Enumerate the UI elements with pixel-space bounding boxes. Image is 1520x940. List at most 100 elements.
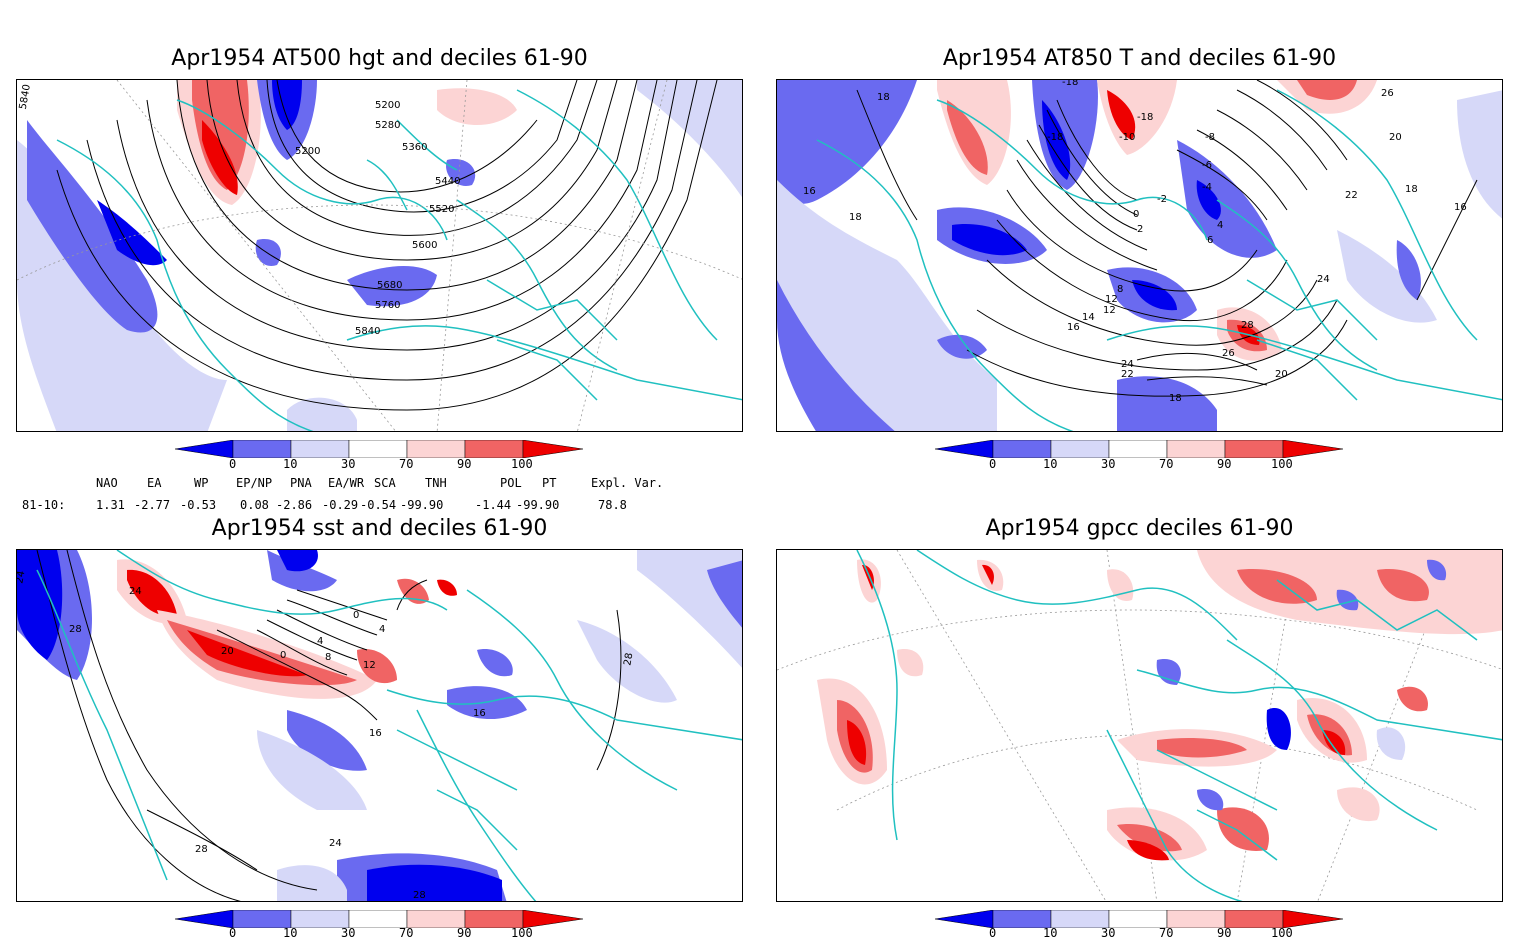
decile-shading — [17, 550, 742, 901]
contour-label: 28 — [413, 890, 426, 901]
index-value: -99.90 — [516, 498, 560, 512]
colorbar-label: 30 — [341, 926, 356, 940]
map-graphic-gpcc — [777, 550, 1502, 901]
sst-contours — [36, 550, 622, 901]
contour-label: 0 — [1133, 209, 1139, 220]
contour-label: 0 — [280, 650, 286, 661]
contour-label: 28 — [69, 624, 82, 635]
colorbar-label: 0 — [229, 926, 237, 940]
contour-label: 16 — [369, 728, 382, 739]
panel-title-gpcc: Apr1954 gpcc deciles 61-90 — [985, 516, 1294, 541]
colorbar-label: 30 — [1101, 926, 1116, 940]
colorbar-label: 100 — [1271, 926, 1293, 940]
contour-label: 28 — [195, 844, 208, 855]
index-header: PNA — [290, 476, 312, 490]
colorbar-label: 10 — [1043, 457, 1058, 471]
colorbar-label: 90 — [1217, 926, 1232, 940]
colorbar-label: 70 — [1159, 457, 1174, 471]
colorbar-label: 30 — [341, 457, 356, 471]
decile-shading — [17, 80, 742, 431]
colorbar-segment — [1108, 439, 1168, 459]
contour-label: 22 — [1345, 190, 1358, 201]
contour-label: 5440 — [435, 176, 460, 187]
index-header: NAO — [96, 476, 118, 490]
colorbar-segment — [174, 909, 234, 929]
colorbar-label: 10 — [283, 457, 298, 471]
map-panel-t850: 18 16 18 -18 -18 -10 -8 -6 -4 -2 0 2 4 6… — [776, 79, 1503, 432]
coastlines — [56, 89, 742, 431]
contour-label: 2 — [1137, 224, 1143, 235]
contour-label: 16 — [1067, 322, 1080, 333]
index-value: -0.53 — [180, 498, 217, 512]
colorbar-label: 10 — [283, 926, 298, 940]
index-value: 1.31 — [96, 498, 125, 512]
contour-label: 24 — [129, 586, 142, 597]
colorbar-segment — [348, 439, 408, 459]
index-value: 0.08 — [240, 498, 269, 512]
index-header: WP — [194, 476, 209, 490]
index-value: -0.29 — [322, 498, 359, 512]
colorbar-label: 90 — [457, 457, 472, 471]
map-graphic-sst: 24 28 24 20 0 4 8 12 16 4 0 16 24 28 28 … — [17, 550, 742, 901]
contour-label: 4 — [317, 636, 323, 647]
contour-label: 24 — [329, 838, 342, 849]
coastlines — [856, 550, 1502, 901]
colorbar-segment — [290, 439, 350, 459]
contour-label: -10 — [1119, 132, 1135, 143]
map-panel-sst: 24 28 24 20 0 4 8 12 16 4 0 16 24 28 28 … — [16, 549, 743, 902]
colorbar-label: 90 — [457, 926, 472, 940]
colorbar-segment — [934, 439, 994, 459]
index-header: POL — [500, 476, 522, 490]
contour-label: 20 — [1275, 369, 1288, 380]
contour-label: 18 — [849, 212, 862, 223]
colorbar-label: 90 — [1217, 457, 1232, 471]
colorbar-label: 0 — [989, 926, 997, 940]
colorbar-segment — [934, 909, 994, 929]
contour-label: 28 — [622, 652, 635, 666]
colorbar-label: 0 — [989, 457, 997, 471]
index-value: -2.77 — [134, 498, 171, 512]
contour-label: 24 — [1121, 359, 1134, 370]
contour-label: 4 — [1217, 220, 1223, 231]
map-panel-hgt: 5840 5200 5280 5360 5200 5440 5520 5600 … — [16, 79, 743, 432]
colorbar-label: 70 — [1159, 926, 1174, 940]
contour-label: 5840 — [355, 326, 380, 337]
colorbar-segment — [522, 439, 584, 459]
colorbar-segment — [1282, 439, 1344, 459]
contour-label: -6 — [1202, 160, 1212, 171]
contour-label: 22 — [1121, 369, 1134, 380]
contour-label: -4 — [1202, 182, 1212, 193]
contour-label: 14 — [1082, 312, 1095, 323]
colorbar-graphic — [174, 909, 584, 929]
index-header: TNH — [425, 476, 447, 490]
contour-label: 16 — [473, 708, 486, 719]
index-value: -1.44 — [475, 498, 512, 512]
contour-labels: 5840 5200 5280 5360 5200 5440 5520 5600 … — [18, 83, 461, 337]
contour-label: 6 — [1207, 235, 1213, 246]
contour-label: 5200 — [295, 146, 320, 157]
contour-label: 16 — [803, 186, 816, 197]
contour-label: 24 — [17, 570, 27, 584]
contour-label: 26 — [1222, 348, 1235, 359]
colorbar-segment — [1050, 439, 1110, 459]
colorbar-segment — [1224, 439, 1284, 459]
contour-labels: 18 16 18 -18 -18 -10 -8 -6 -4 -2 0 2 4 6… — [803, 80, 1467, 404]
colorbar-hgt: 0 10 30 70 90 100 — [174, 439, 585, 478]
index-header: EA — [147, 476, 162, 490]
coastlines — [816, 89, 1502, 431]
colorbar-segment — [1166, 439, 1226, 459]
panel-title-sst: Apr1954 sst and deciles 61-90 — [211, 516, 548, 541]
colorbar-segment — [522, 909, 584, 929]
contour-label: 18 — [1405, 184, 1418, 195]
contour-label: 18 — [1169, 393, 1182, 404]
contour-label: 8 — [1117, 284, 1123, 295]
contour-label: -2 — [1157, 194, 1167, 205]
contour-labels: 24 28 24 20 0 4 8 12 16 4 0 16 24 28 28 … — [17, 570, 635, 901]
colorbar-label: 100 — [511, 926, 533, 940]
temperature-contours — [856, 80, 1478, 397]
contour-label: 8 — [325, 652, 331, 663]
contour-label: 5200 — [375, 100, 400, 111]
contour-label: -8 — [1205, 132, 1215, 143]
contour-label: -18 — [1047, 132, 1063, 143]
colorbar-segment — [174, 439, 234, 459]
